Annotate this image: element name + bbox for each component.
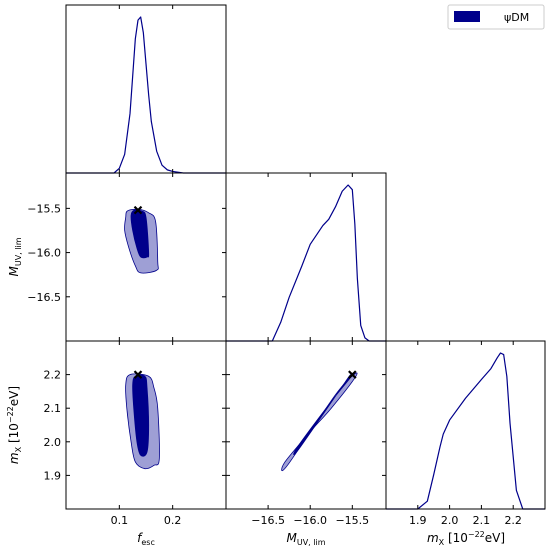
y-axis-label-mx: mX [10−22eV]	[6, 386, 23, 464]
contour-inner-muv-mx	[293, 372, 354, 455]
x-tick-label-muv: −16.0	[293, 514, 327, 527]
x-axis-label-muv: MUV, lim	[286, 531, 325, 547]
y-tick-label-muv: −15.5	[27, 202, 61, 215]
x-axis-label-fesc: fesc	[137, 531, 155, 547]
marker-muv-mx	[348, 370, 357, 379]
contour-inner-fesc-mx	[132, 374, 150, 457]
legend-label: ψDM	[504, 11, 529, 24]
y-tick-label-mx: 1.9	[44, 469, 62, 482]
y-tick-label-muv: −16.5	[27, 291, 61, 304]
marker-fesc-muv	[133, 205, 143, 215]
panel-frame-mx	[385, 340, 546, 510]
y-tick-label-mx: 2.2	[44, 369, 62, 382]
x-tick-label-mx: 1.9	[409, 514, 427, 527]
x-axis-label-mx: mX [10−22eV]	[427, 530, 505, 547]
marginal-line-mx	[386, 352, 545, 510]
y-tick-label-muv: −16.0	[27, 247, 61, 260]
marker-fesc-mx	[133, 370, 143, 379]
frame-layer	[65, 4, 546, 510]
x-tick-label-fesc: 0.1	[111, 514, 129, 527]
x-tick-label-muv: −15.5	[335, 514, 369, 527]
y-axis-label-muv: MUV, lim	[7, 237, 23, 276]
x-tick-label-mx: 2.0	[441, 514, 459, 527]
y-tick-label-mx: 2.1	[44, 402, 62, 415]
y-tick-label-mx: 2.0	[44, 436, 62, 449]
x-tick-label-fesc: 0.2	[164, 514, 182, 527]
x-tick-label-mx: 2.1	[473, 514, 491, 527]
label-layer: 0.1 0.2 −16.5 −16.0 −15.5 1.9 2.0 2.1 2.2 −16.5 −1…	[6, 202, 522, 547]
x-tick-label-muv: −16.5	[251, 514, 285, 527]
marginal-line-muv	[226, 184, 386, 342]
panel-frame-muv	[225, 172, 387, 342]
x-tick-label-mx: 2.2	[504, 514, 522, 527]
panel-frame-fesc	[65, 4, 227, 174]
plot-layer	[66, 16, 545, 510]
panel-frame-muv-mx	[225, 340, 387, 510]
legend-swatch	[454, 11, 480, 22]
contour-outer-muv-mx	[281, 372, 358, 472]
marginal-line-fesc	[66, 16, 226, 174]
legend: ψDM	[447, 4, 545, 30]
